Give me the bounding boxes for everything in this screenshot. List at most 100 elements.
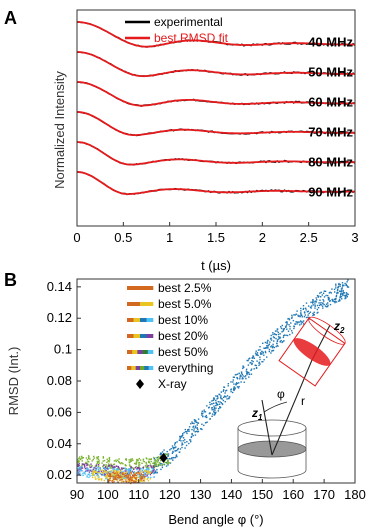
scatter-point <box>88 461 90 463</box>
scatter-point <box>233 387 235 389</box>
scatter-point <box>136 471 138 474</box>
scatter-point <box>144 478 146 480</box>
scatter-point <box>334 298 336 300</box>
scatter-point <box>129 473 132 475</box>
scatter-point <box>327 294 329 297</box>
scatter-point <box>297 315 300 317</box>
scatter-point <box>175 449 178 452</box>
scatter-point <box>222 399 225 402</box>
scatter-point <box>141 470 144 472</box>
scatter-point <box>112 463 115 466</box>
scatter-point <box>117 468 119 470</box>
scatter-point <box>113 469 115 472</box>
scatter-point <box>270 337 272 339</box>
scatter-point <box>130 478 132 480</box>
scatter-point <box>114 476 116 478</box>
scatter-point <box>220 391 222 393</box>
scatter-point <box>277 345 279 347</box>
scatter-point <box>273 346 275 349</box>
scatter-point <box>149 478 151 480</box>
scatter-point <box>340 296 343 298</box>
scatter-point <box>176 455 178 458</box>
scatter-point <box>94 467 96 469</box>
scatter-point <box>148 471 150 473</box>
scatter-point <box>337 285 340 288</box>
scatter-point <box>87 473 89 475</box>
scatter-point <box>291 332 294 334</box>
scatter-point <box>135 477 137 479</box>
scatter-point <box>115 471 117 473</box>
scatter-point <box>236 373 239 375</box>
scatter-point <box>86 475 88 477</box>
scatter-point <box>340 293 342 295</box>
scatter-point <box>142 468 144 470</box>
scatter-point <box>174 450 176 452</box>
panel-b-x-tick-label: 160 <box>282 487 304 502</box>
legend-swatch <box>148 366 154 370</box>
scatter-point <box>312 304 314 306</box>
panel-a-x-ticks: 0 0.5 1 1.5 2 2.5 3 <box>73 222 359 245</box>
scatter-point <box>213 414 215 416</box>
scatter-point <box>160 459 162 462</box>
scatter-point <box>189 439 192 441</box>
scatter-point <box>276 342 278 344</box>
scatter-point <box>328 292 331 294</box>
scatter-point <box>87 468 90 471</box>
scatter-point <box>122 463 124 465</box>
scatter-point <box>85 457 88 459</box>
scatter-point <box>142 475 144 478</box>
scatter-point <box>288 317 290 320</box>
scatter-point <box>262 342 264 344</box>
scatter-point <box>167 460 169 463</box>
panel-b-x-tick-label: 180 <box>344 487 366 502</box>
scatter-point <box>99 469 101 471</box>
legend-swatch <box>146 334 154 338</box>
scatter-point <box>311 301 314 303</box>
scatter-point <box>184 431 187 433</box>
scatter-point <box>182 440 184 442</box>
scatter-point <box>174 444 176 446</box>
scatter-point <box>142 460 145 462</box>
scatter-point <box>154 471 156 473</box>
scatter-point <box>345 284 347 286</box>
scatter-point <box>305 309 307 311</box>
scatter-point <box>196 430 198 433</box>
scatter-point <box>134 467 137 469</box>
scatter-point <box>208 407 210 409</box>
scatter-point <box>129 480 131 483</box>
scatter-point <box>182 434 184 436</box>
scatter-point <box>127 472 129 475</box>
scatter-point <box>126 478 128 480</box>
scatter-point <box>291 330 293 332</box>
panel-b-x-tick-label: 150 <box>251 487 273 502</box>
scatter-point <box>346 286 349 288</box>
series-label: 80 MHz <box>308 155 353 170</box>
scatter-point <box>225 396 227 398</box>
scatter-point <box>213 398 215 401</box>
scatter-point <box>113 468 116 470</box>
scatter-point <box>91 474 93 477</box>
scatter-point <box>280 339 282 342</box>
scatter-point <box>154 470 157 472</box>
legend-label: everything <box>158 361 213 375</box>
scatter-point <box>272 336 275 338</box>
scatter-point <box>329 303 332 306</box>
scatter-point <box>89 475 91 477</box>
scatter-point <box>264 347 267 349</box>
scatter-point <box>112 476 114 478</box>
scatter-point <box>205 414 207 417</box>
scatter-point <box>309 306 312 308</box>
inset-cylinder1-bottom <box>237 469 307 479</box>
scatter-point <box>135 478 137 481</box>
scatter-point <box>190 436 192 439</box>
scatter-point <box>325 306 328 308</box>
scatter-point <box>238 372 240 374</box>
scatter-point <box>168 457 170 460</box>
scatter-point <box>79 468 81 470</box>
fit-curve <box>77 81 356 107</box>
scatter-point <box>93 470 95 472</box>
scatter-point <box>149 471 151 473</box>
scatter-point <box>248 371 250 374</box>
scatter-point <box>215 402 217 405</box>
scatter-point <box>339 285 341 288</box>
